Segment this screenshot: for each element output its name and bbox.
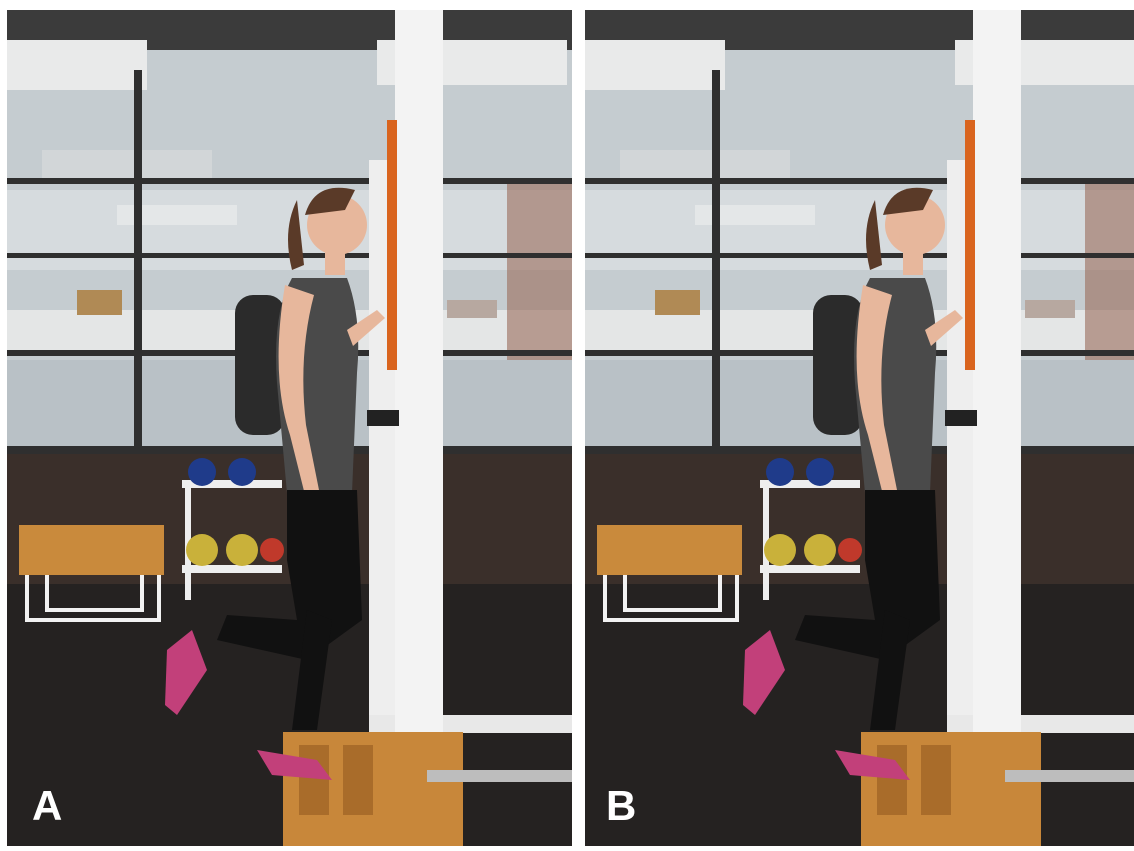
panel-b — [585, 10, 1134, 846]
panel-label: B — [606, 782, 636, 829]
photo-b — [585, 10, 1134, 846]
photo-a — [7, 10, 572, 846]
panel-a — [7, 10, 572, 846]
panel-label: A — [32, 782, 62, 829]
divider — [572, 0, 580, 846]
